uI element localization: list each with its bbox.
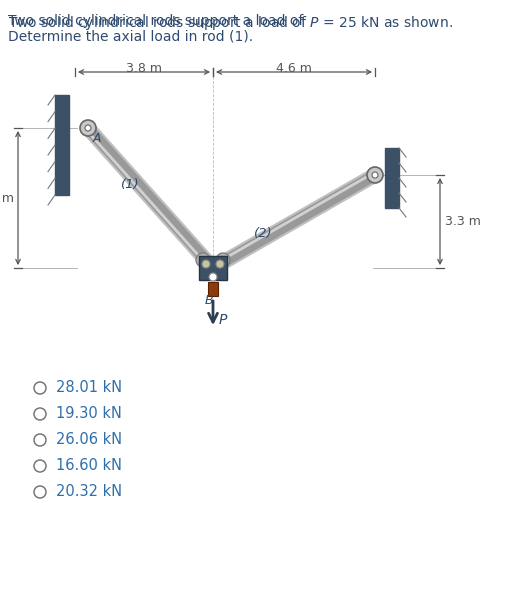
- Text: C: C: [384, 169, 393, 182]
- Text: (1): (1): [121, 178, 139, 191]
- Text: 3.8 m: 3.8 m: [126, 62, 162, 75]
- Circle shape: [216, 260, 224, 268]
- Text: Determine the axial load in rod (1).: Determine the axial load in rod (1).: [8, 30, 253, 44]
- Circle shape: [216, 253, 230, 267]
- Text: 3.3 m: 3.3 m: [445, 215, 481, 228]
- Text: 4.6 m: 4.6 m: [276, 62, 312, 75]
- Circle shape: [85, 125, 91, 131]
- Bar: [385, 148, 399, 208]
- Text: 20.32 kN: 20.32 kN: [56, 485, 122, 500]
- Bar: [55, 95, 69, 195]
- Circle shape: [367, 167, 383, 183]
- Text: 26.06 kN: 26.06 kN: [56, 432, 122, 448]
- Text: $P$: $P$: [218, 313, 228, 327]
- Text: Two solid cylindrical rods support a load of: Two solid cylindrical rods support a loa…: [8, 14, 308, 28]
- Circle shape: [209, 273, 217, 281]
- Text: A: A: [93, 132, 102, 145]
- Bar: [208, 282, 218, 296]
- Text: Two solid cylindrical rods support a load of $P$ = 25 kN as shown.: Two solid cylindrical rods support a loa…: [8, 14, 453, 32]
- Circle shape: [202, 260, 210, 268]
- Circle shape: [80, 120, 96, 136]
- Text: 16.60 kN: 16.60 kN: [56, 458, 122, 473]
- Circle shape: [196, 253, 210, 267]
- Bar: [199, 256, 227, 280]
- Text: B: B: [205, 294, 214, 307]
- Text: 28.01 kN: 28.01 kN: [56, 380, 122, 395]
- Text: (2): (2): [254, 226, 273, 239]
- Text: 5.6 m: 5.6 m: [0, 192, 14, 205]
- Circle shape: [372, 172, 378, 178]
- Text: 19.30 kN: 19.30 kN: [56, 407, 122, 421]
